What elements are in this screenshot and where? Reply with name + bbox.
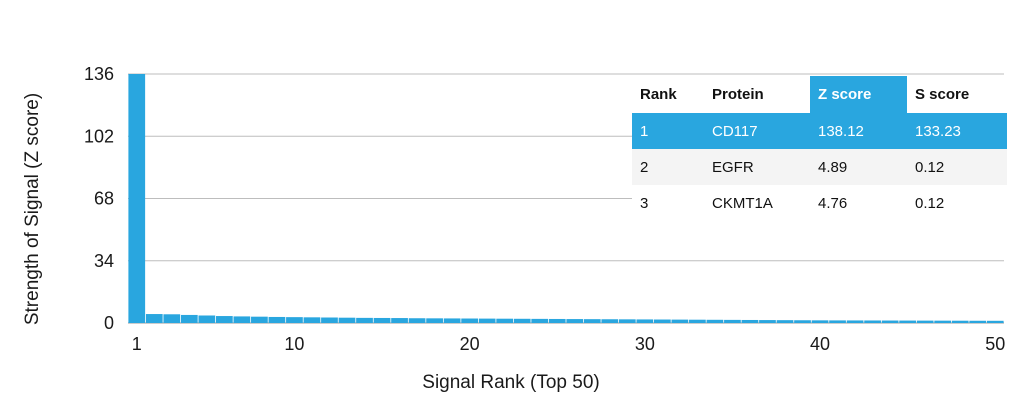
bar xyxy=(969,320,987,323)
bar xyxy=(846,320,864,323)
header-protein: Protein xyxy=(712,86,764,103)
bar xyxy=(741,319,759,323)
bar xyxy=(811,320,829,323)
bar xyxy=(426,318,443,323)
bar xyxy=(496,318,514,323)
cell-protein: EGFR xyxy=(704,149,810,185)
bar xyxy=(881,320,899,323)
cell-z-score: 4.76 xyxy=(818,194,848,212)
bar xyxy=(864,320,881,323)
x-tick-label: 10 xyxy=(284,334,304,354)
cell-protein: CD117 xyxy=(704,113,810,149)
bar xyxy=(391,318,408,323)
x-axis-label: Signal Rank (Top 50) xyxy=(422,372,599,393)
bar xyxy=(478,318,496,323)
x-tick-labels: 1 10 20 30 40 50 xyxy=(132,334,1006,354)
cell-rank: 1 xyxy=(632,113,704,149)
bars xyxy=(128,74,1004,323)
bar xyxy=(321,317,338,323)
bar xyxy=(268,316,286,323)
top-proteins-table: Rank Protein Z score S score 1 CD117 138… xyxy=(632,76,1007,221)
bar xyxy=(338,317,356,323)
bar xyxy=(233,316,251,323)
header-s-score: S score xyxy=(915,86,970,103)
bar xyxy=(373,317,391,323)
bar xyxy=(356,317,373,323)
bar xyxy=(145,314,163,323)
bar xyxy=(163,314,181,323)
bar xyxy=(408,318,426,323)
table-header-row: Rank Protein Z score S score xyxy=(632,76,1007,113)
x-tick-label: 1 xyxy=(132,334,142,354)
y-tick-labels: 0 34 68 102 136 xyxy=(84,64,114,333)
bar xyxy=(513,318,531,323)
x-tick-label: 50 xyxy=(985,334,1005,354)
bar xyxy=(689,319,706,323)
cell-protein: CKMT1A xyxy=(712,194,773,212)
table-row: 2 EGFR 4.89 0.12 xyxy=(632,149,1007,185)
cell-s-score: 0.12 xyxy=(915,194,945,212)
table-row: 3 CKMT1A 4.76 0.12 xyxy=(632,185,1007,221)
bar xyxy=(286,317,303,323)
bar xyxy=(724,319,741,323)
bar xyxy=(531,318,549,323)
bar xyxy=(216,316,233,323)
y-tick-label: 102 xyxy=(84,126,114,146)
header-rank: Rank xyxy=(640,86,677,103)
bar xyxy=(618,319,636,323)
cell-s-score: 0.12 xyxy=(907,149,1007,185)
bar xyxy=(951,320,969,323)
y-tick-label: 68 xyxy=(94,189,114,209)
y-axis-label: Strength of Signal (Z score) xyxy=(22,93,43,325)
bar xyxy=(548,318,566,323)
bar xyxy=(671,319,689,323)
bar xyxy=(583,319,601,323)
cell-rank: 3 xyxy=(640,194,649,212)
x-tick-label: 20 xyxy=(460,334,480,354)
bar xyxy=(706,319,724,323)
bar xyxy=(636,319,654,323)
bar xyxy=(180,314,198,323)
cell-rank: 2 xyxy=(632,149,704,185)
bar xyxy=(934,320,952,323)
bar xyxy=(916,320,934,323)
bar xyxy=(566,319,584,323)
bar xyxy=(601,319,619,323)
cell-z-score: 4.89 xyxy=(810,149,907,185)
y-tick-label: 136 xyxy=(84,64,114,84)
bar xyxy=(128,74,146,323)
bar xyxy=(443,318,461,323)
table-row: 1 CD117 138.12 133.23 xyxy=(632,113,1007,149)
bar xyxy=(794,320,811,323)
cell-z-score: 138.12 xyxy=(810,113,907,149)
y-tick-label: 0 xyxy=(104,313,114,333)
bar xyxy=(198,315,216,323)
bar xyxy=(776,320,794,323)
y-tick-label: 34 xyxy=(94,251,114,271)
bar xyxy=(461,318,478,323)
cell-s-score: 133.23 xyxy=(907,113,1007,149)
x-tick-label: 40 xyxy=(810,334,830,354)
bar xyxy=(251,316,268,323)
header-z-score: Z score xyxy=(810,76,907,113)
bar xyxy=(899,320,916,323)
bar xyxy=(829,320,846,323)
bar xyxy=(303,317,321,323)
bar xyxy=(986,320,1004,323)
bar xyxy=(654,319,671,323)
bar xyxy=(759,320,776,323)
x-tick-label: 30 xyxy=(635,334,655,354)
